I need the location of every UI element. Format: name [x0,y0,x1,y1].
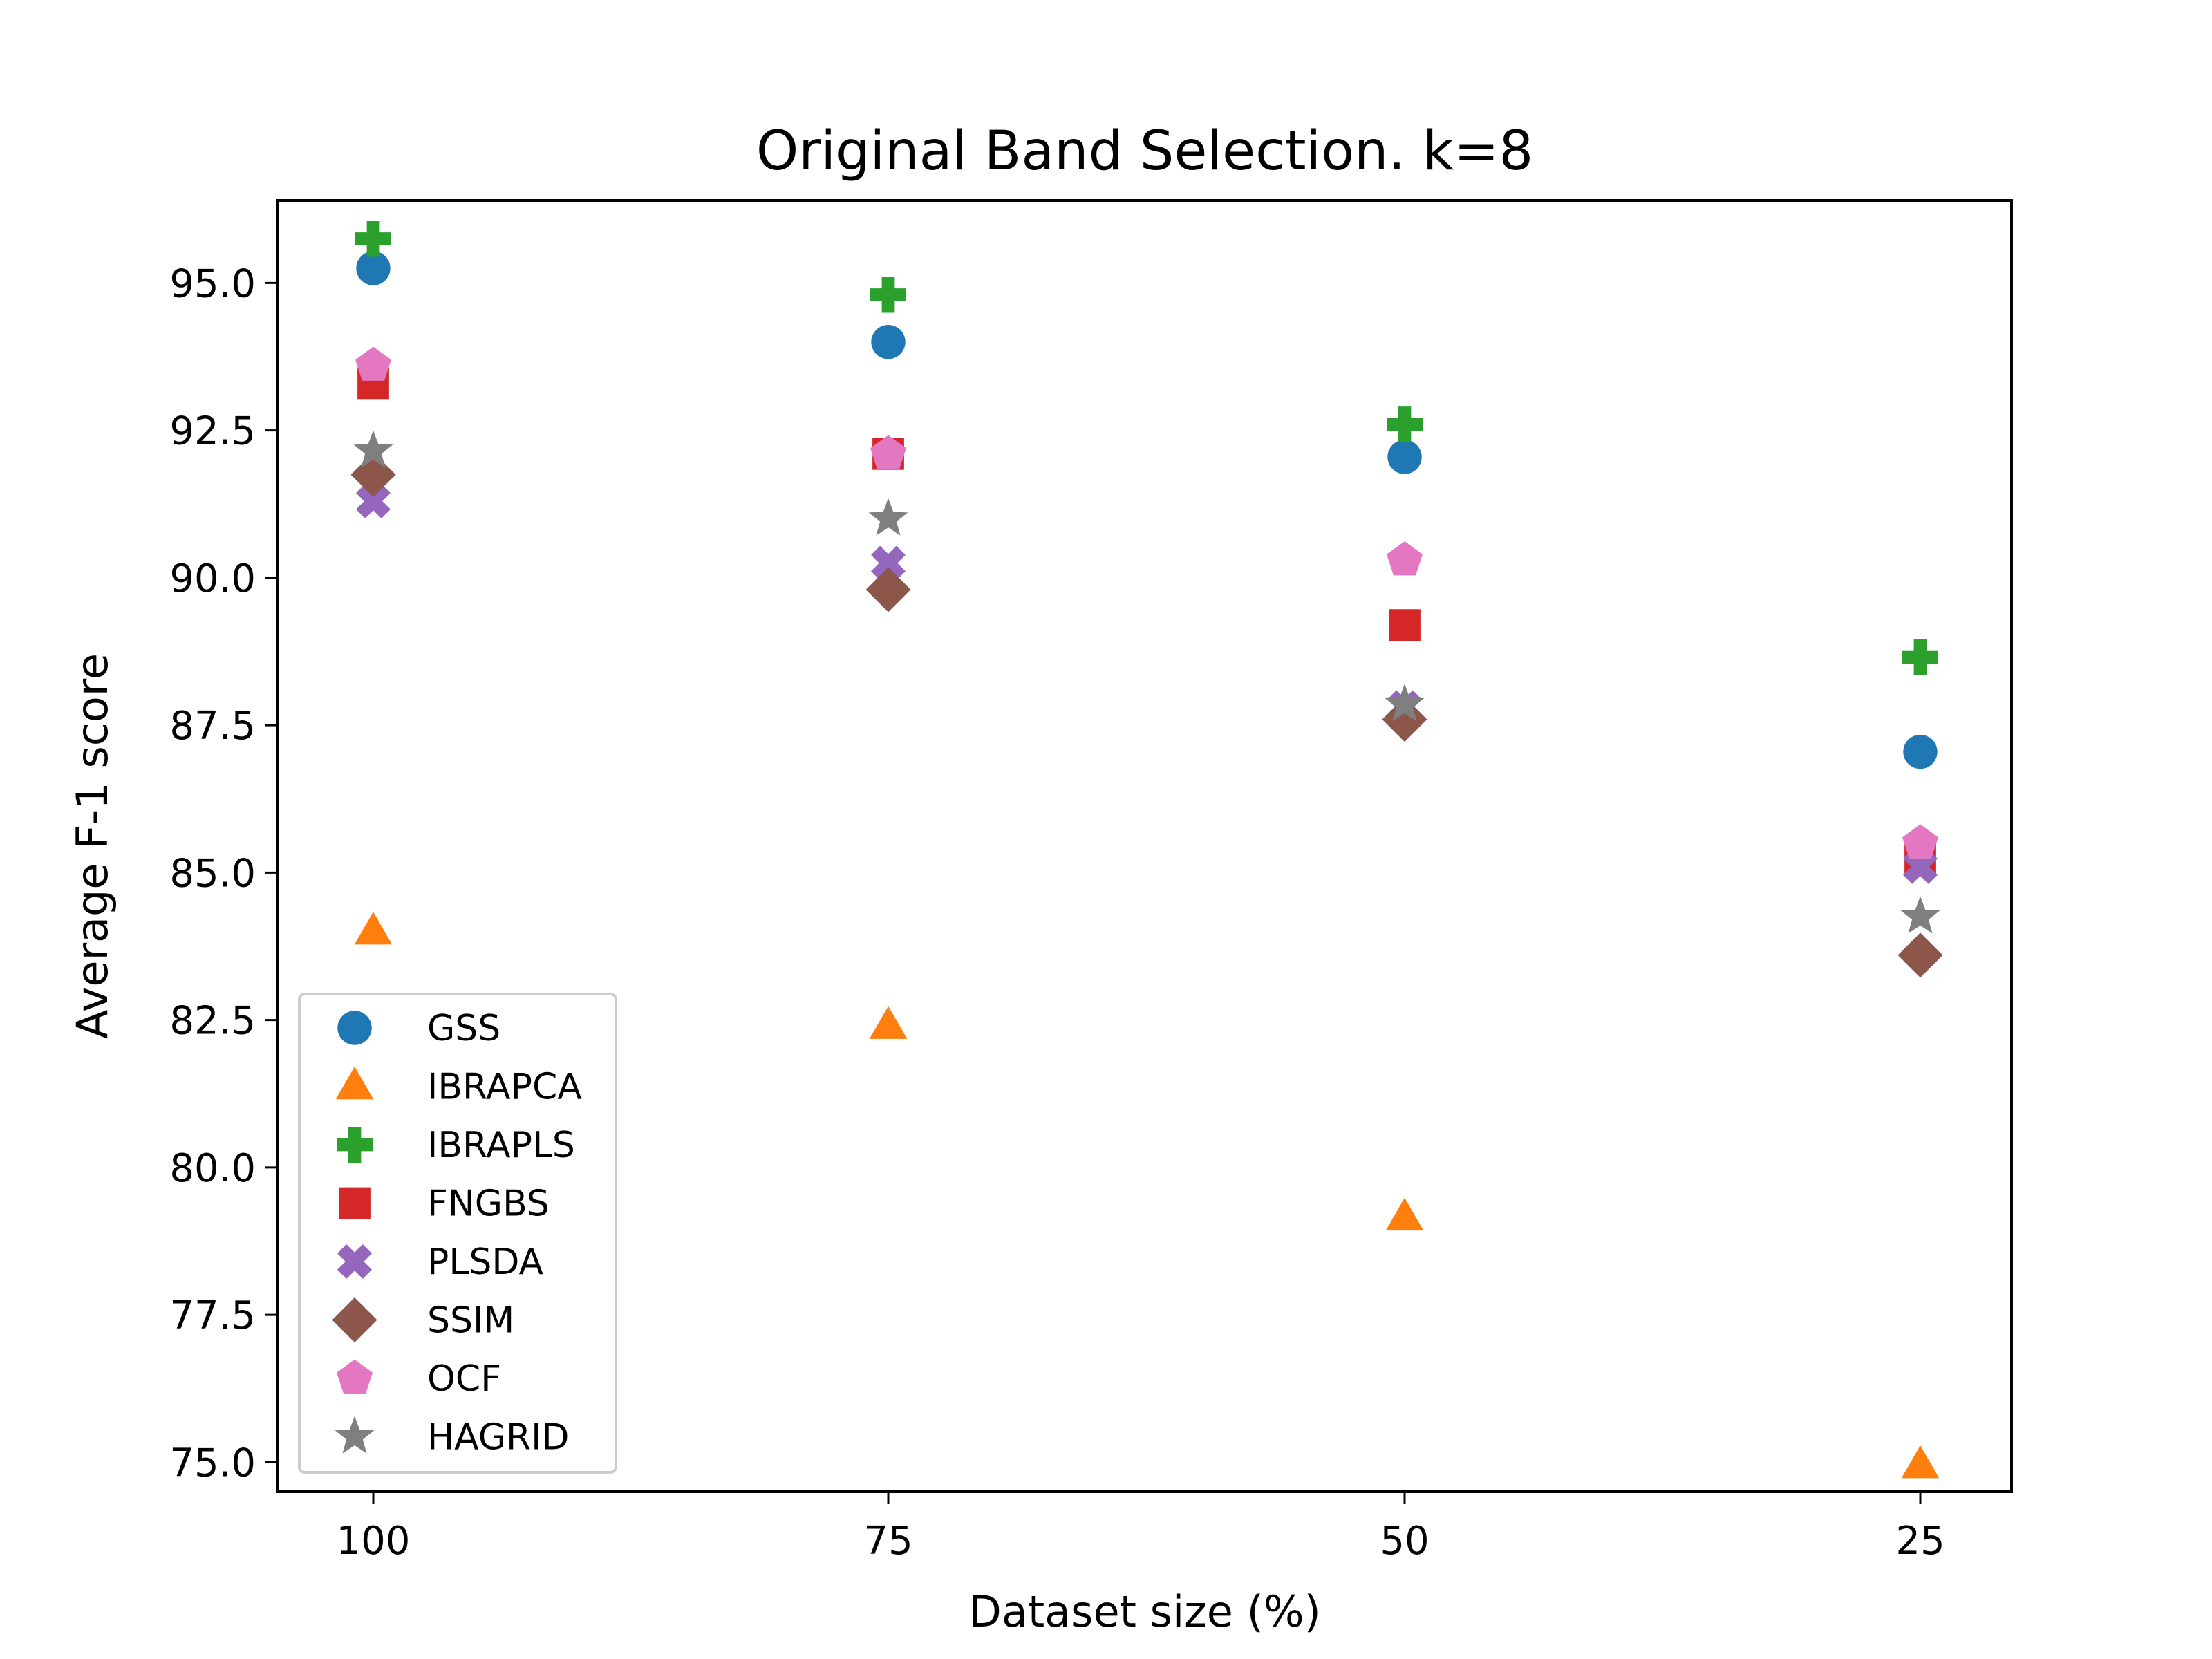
point-ibrapca-50 [1385,1197,1424,1231]
point-gss-50 [1387,440,1422,474]
point-ocf-75 [870,435,906,469]
legend-label-ssim: SSIM [427,1300,514,1342]
point-ibrapls-75 [870,276,906,313]
point-ibrapls-100 [355,221,391,257]
y-tick-label: 87.5 [169,704,256,749]
legend-label-ibrapls: IBRAPLS [427,1125,575,1166]
legend-label-gss: GSS [427,1008,500,1049]
legend: GSS IBRAPCA IBRAPLS FNGBS PLSDA SSIM OCF HAGRID [298,993,617,1474]
point-hagrid-100 [353,430,393,468]
y-tick-label: 90.0 [169,556,256,601]
x-axis-label: Dataset size (%) [968,1586,1321,1637]
y-tick-label: 75.0 [169,1441,256,1485]
legend-label-hagrid: HAGRID [427,1417,570,1459]
point-ocf-25 [1902,824,1938,859]
y-tick-label: 77.5 [169,1293,256,1338]
point-ibrapca-100 [354,912,393,945]
legend-label-ibrapca: IBRAPCA [427,1067,582,1108]
point-gss-100 [356,251,391,285]
point-fngbs-50 [1389,609,1421,641]
y-axis: 75.0 77.5 80.0 82.5 85.0 87.5 90.0 92.5 95.0 [169,261,278,1485]
point-ssim-100 [350,452,396,498]
point-ssim-75 [865,567,911,612]
y-tick-label: 85.0 [169,851,256,896]
legend-marker-plsda [337,1244,373,1280]
legend-marker-ibrapls [337,1127,373,1163]
chart-title: Original Band Selection. k=8 [756,120,1533,182]
point-hagrid-25 [1900,896,1940,934]
x-tick-label: 100 [337,1519,411,1564]
legend-marker-hagrid [335,1416,375,1454]
point-plsda-100 [355,484,391,519]
point-ssim-25 [1897,932,1943,978]
point-plsda-75 [870,545,906,581]
plot-frame [276,199,2013,1493]
legend-marker-ocf [337,1359,373,1394]
point-gss-75 [871,325,906,359]
y-tick-label: 82.5 [169,999,256,1044]
x-tick-label: 75 [863,1519,912,1564]
y-tick-label: 92.5 [169,409,256,454]
point-ssim-50 [1382,697,1427,742]
y-tick-label: 95.0 [169,261,256,306]
point-ibrapca-25 [1901,1445,1940,1479]
plot-area [350,221,1943,1479]
point-ocf-50 [1387,541,1423,576]
legend-marker-ibrapca [335,1066,374,1100]
point-ibrapls-50 [1387,406,1423,443]
legend-label-plsda: PLSDA [427,1241,543,1283]
y-tick-label: 80.0 [169,1146,256,1191]
x-axis: 100 75 50 25 [337,1492,1945,1564]
legend-label-fngbs: FNGBS [427,1183,550,1225]
legend-marker-fngbs [339,1187,371,1219]
point-ibrapls-25 [1902,639,1938,676]
x-tick-label: 25 [1895,1519,1944,1564]
x-tick-label: 50 [1380,1519,1429,1564]
point-ocf-100 [355,346,391,381]
point-hagrid-50 [1385,684,1425,722]
y-axis-label: Average F-1 score [67,653,118,1039]
point-hagrid-75 [868,498,908,536]
legend-marker-ssim [332,1297,377,1342]
point-ibrapca-75 [869,1006,908,1039]
point-gss-25 [1903,734,1938,769]
legend-marker-gss [337,1011,372,1045]
legend-label-ocf: OCF [427,1358,501,1400]
legend-box [298,993,617,1474]
